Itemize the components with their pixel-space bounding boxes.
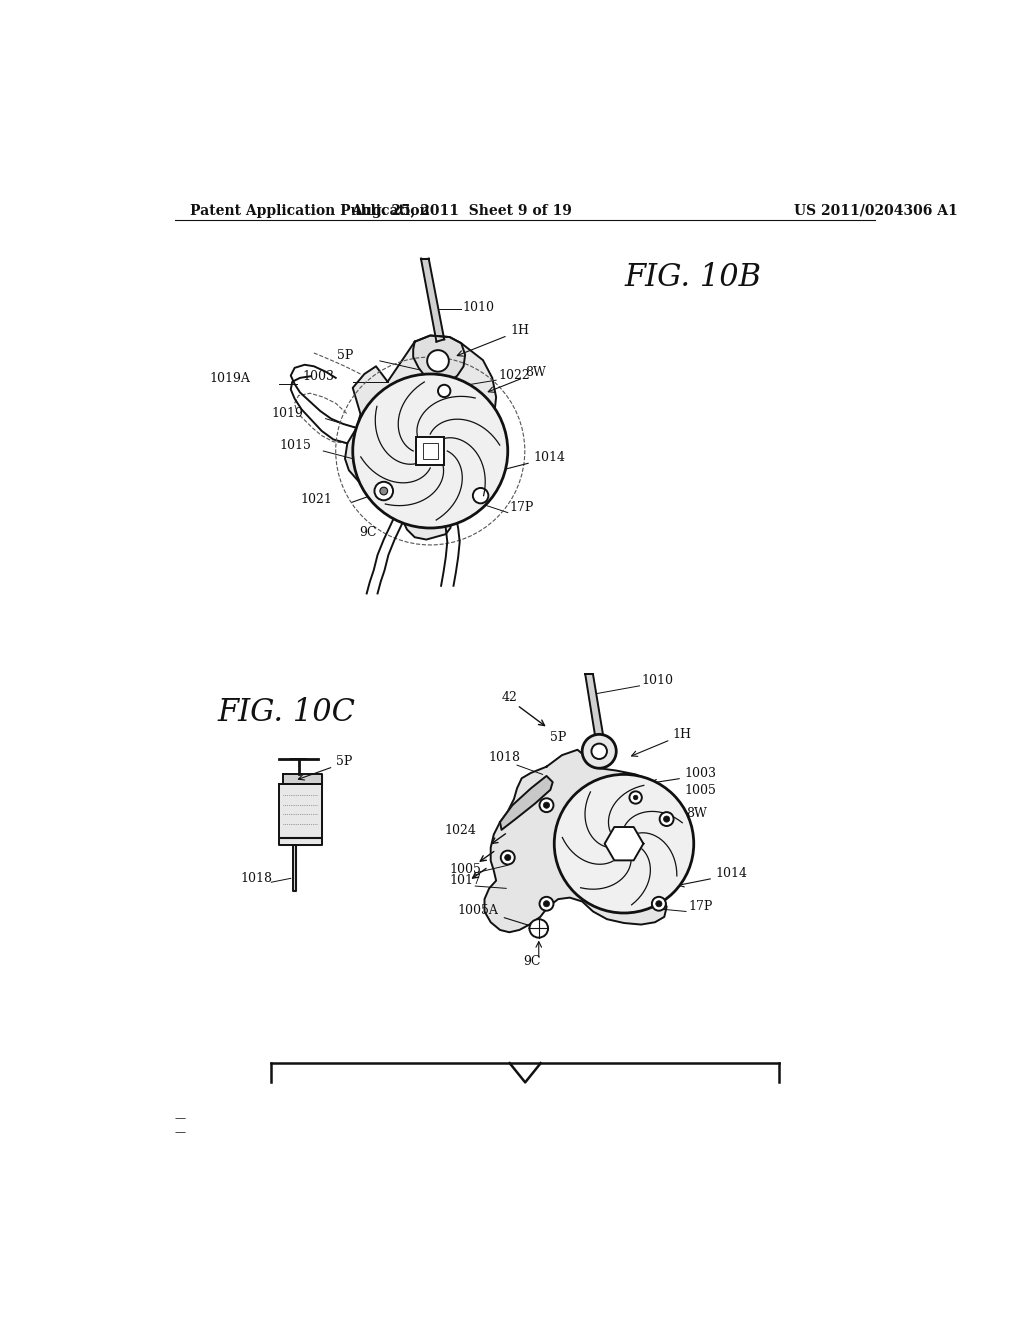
Text: 1014: 1014 xyxy=(716,867,748,880)
Circle shape xyxy=(544,803,550,808)
Text: 1H: 1H xyxy=(510,323,529,337)
Text: 17P: 17P xyxy=(688,900,713,913)
Circle shape xyxy=(659,812,674,826)
Text: 1018: 1018 xyxy=(241,873,272,886)
Text: 1017: 1017 xyxy=(450,874,481,887)
Circle shape xyxy=(652,896,666,911)
Polygon shape xyxy=(293,845,296,891)
Polygon shape xyxy=(345,335,496,540)
Circle shape xyxy=(544,900,550,907)
Text: US 2011/0204306 A1: US 2011/0204306 A1 xyxy=(795,203,958,218)
Text: FIG. 10B: FIG. 10B xyxy=(624,263,761,293)
Text: 8W: 8W xyxy=(524,366,546,379)
Polygon shape xyxy=(421,259,444,342)
Text: 1003: 1003 xyxy=(302,370,335,383)
Text: 1019: 1019 xyxy=(271,407,303,420)
Text: FIG. 10C: FIG. 10C xyxy=(217,697,355,729)
Text: 1010: 1010 xyxy=(463,301,495,314)
Text: 1022: 1022 xyxy=(499,368,530,381)
Circle shape xyxy=(583,734,616,768)
Circle shape xyxy=(664,816,670,822)
Text: —: — xyxy=(174,1127,185,1137)
Text: 1005: 1005 xyxy=(684,784,717,797)
Text: 1H: 1H xyxy=(673,729,692,742)
Circle shape xyxy=(501,850,515,865)
Text: 1024: 1024 xyxy=(444,825,476,837)
Text: 42: 42 xyxy=(502,692,517,705)
Polygon shape xyxy=(586,675,604,742)
Polygon shape xyxy=(604,828,643,861)
Text: 9C: 9C xyxy=(523,956,541,969)
Text: 1019A: 1019A xyxy=(209,372,250,384)
Circle shape xyxy=(375,482,393,500)
Circle shape xyxy=(630,792,642,804)
Polygon shape xyxy=(414,335,465,385)
Circle shape xyxy=(655,900,662,907)
Circle shape xyxy=(554,775,693,913)
Bar xyxy=(423,444,438,459)
Text: 1015: 1015 xyxy=(280,440,311,453)
Circle shape xyxy=(473,488,488,503)
Text: 1021: 1021 xyxy=(300,494,332,507)
Text: 5P: 5P xyxy=(337,350,353,363)
Circle shape xyxy=(633,795,638,800)
Text: 5P: 5P xyxy=(550,730,566,743)
Text: 1003: 1003 xyxy=(684,767,717,780)
Bar xyxy=(417,437,444,465)
Circle shape xyxy=(540,896,554,911)
Text: 5P: 5P xyxy=(336,755,352,768)
Text: 9C: 9C xyxy=(359,525,377,539)
Text: 1005A: 1005A xyxy=(458,904,499,917)
Circle shape xyxy=(540,799,554,812)
Text: 1005: 1005 xyxy=(450,863,481,876)
Text: 8W: 8W xyxy=(686,807,707,820)
Polygon shape xyxy=(283,775,322,784)
Text: Patent Application Publication: Patent Application Publication xyxy=(190,203,430,218)
Text: Aug. 25, 2011  Sheet 9 of 19: Aug. 25, 2011 Sheet 9 of 19 xyxy=(351,203,571,218)
Text: 1010: 1010 xyxy=(642,675,674,688)
Text: 1014: 1014 xyxy=(534,451,565,465)
Circle shape xyxy=(438,385,451,397)
Polygon shape xyxy=(500,776,553,830)
Circle shape xyxy=(505,854,511,861)
Text: 1018: 1018 xyxy=(488,751,520,763)
Circle shape xyxy=(352,374,508,528)
Circle shape xyxy=(380,487,388,495)
Polygon shape xyxy=(280,784,322,845)
Circle shape xyxy=(529,919,548,937)
Polygon shape xyxy=(484,750,678,932)
Circle shape xyxy=(427,350,449,372)
Circle shape xyxy=(592,743,607,759)
Text: 17P: 17P xyxy=(509,502,534,513)
Text: —: — xyxy=(174,1113,185,1123)
